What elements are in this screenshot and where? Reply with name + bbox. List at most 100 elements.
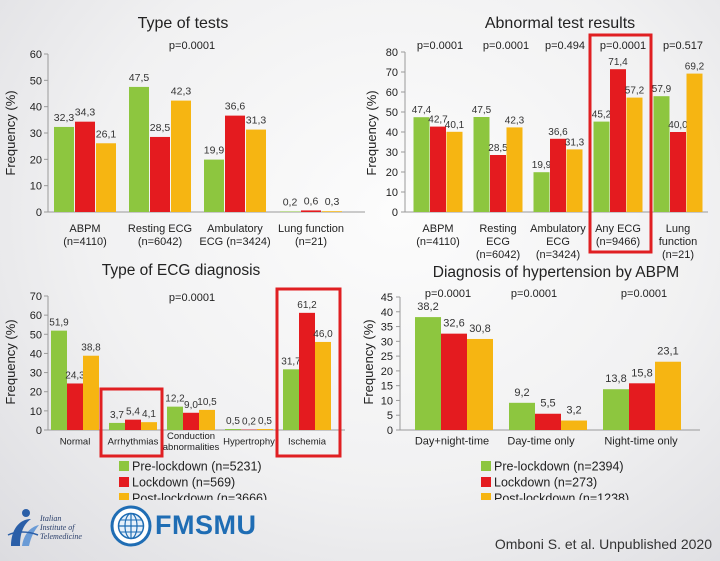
highlight-box [588,33,653,254]
y-tick-label: 20 [30,154,42,166]
category-label: Ischemia [288,437,327,448]
bar-value-label: 38,2 [417,301,438,313]
bar-value-label: 32,6 [443,318,464,330]
bar [653,96,670,212]
bar [430,126,446,212]
y-tick-label: 40 [30,348,42,360]
category-label: ABPM (n=4110) [63,223,107,248]
bar [490,155,506,212]
category-label-line: Day-time only [507,436,575,448]
bar-value-label: 46,0 [313,329,333,340]
y-tick-label: 40 [30,102,42,114]
category-label-line: ECG (n=3424) [199,236,270,248]
bar-value-label: 69,2 [685,62,705,73]
category-label: Hypertrophy [223,437,275,448]
logo-left-text: Italian Institute of Telemedicine [40,514,82,541]
bar-value-label: 47,4 [412,105,432,116]
bar [280,211,300,212]
bar [561,420,587,430]
category-label-line: ABPM [422,223,453,235]
bar [629,383,655,430]
bar [54,126,74,212]
category-label: Conduction abnormalities [163,431,220,453]
bar-value-label: 0,6 [304,195,319,207]
bar [150,136,170,212]
fmsmu-emblem-icon [110,505,152,547]
y-tick-label: 20 [381,366,393,378]
bar-value-label: 31,7 [281,356,301,367]
legend-label: Pre-lockdown (n=5231) [132,460,262,474]
category-label-line: (n=4110) [416,236,460,248]
category-label: Ambulatory ECG (n=3424) [530,223,586,261]
category-label-line: (n=21) [295,236,327,248]
category-label: ABPM (n=4110) [416,223,460,248]
chart-title: Type of tests [138,15,229,32]
bar-value-label: 0,3 [325,196,340,208]
bar [415,317,441,430]
bar [109,422,125,430]
y-axis-label: Frequency (%) [3,319,18,404]
y-tick-label: 30 [386,147,398,159]
logo-text-line: Telemedicine [40,532,82,541]
bar [670,132,686,212]
bar [225,115,245,212]
category-label: Resting ECG (n=6042) [476,223,520,261]
y-tick-label: 60 [30,310,42,322]
p-value-label: p=0.0001 [169,292,215,304]
bar [322,211,342,212]
highlight-box [99,387,164,458]
logo-text-line: Italian [40,514,62,523]
p-value-label: p=0.494 [545,40,585,52]
bar-value-label: 42,3 [505,115,525,126]
bar [246,129,266,212]
bar [413,117,430,212]
p-value-label: p=0.517 [663,40,703,52]
bar-value-label: 3,7 [110,410,124,421]
bar [96,143,116,212]
legend-swatch [119,461,129,471]
category-label-line: Resting [479,223,516,235]
category-label-line: Normal [60,437,91,448]
y-tick-label: 30 [381,336,393,348]
italian-institute-telemedicine-logo: Italian Institute of Telemedicine [6,505,106,551]
fmsmu-wordmark: FMSMU [155,510,257,540]
bar-value-label: 38,8 [81,343,101,354]
bar [283,369,299,430]
bar-value-label: 28,5 [150,122,171,134]
y-tick-label: 0 [36,207,42,219]
slide-charts: Type of tests p=0.0001 0 10 20 30 40 50 60 Freque… [3,15,708,500]
y-tick-label: 40 [386,127,398,139]
bar [171,100,191,212]
bar-value-label: 51,9 [49,318,69,329]
legend: Pre-lockdown (n=5231) Lockdown (n=569) Pos… [119,460,267,500]
bar-value-label: 15,8 [631,367,652,379]
category-label-line: Lung [666,223,690,235]
category-label-line: (n=21) [662,249,694,261]
bar [301,210,321,212]
chart-title: Abnormal test results [485,15,635,32]
category-label: Day-time only [507,436,575,448]
bar-value-label: 57,9 [652,84,672,95]
y-tick-label: 30 [30,128,42,140]
category-label: Arrhythmias [108,437,159,448]
category-label-line: Resting ECG [128,223,192,235]
legend-swatch [119,477,129,487]
y-tick-label: 50 [386,107,398,119]
category-label-line: Any ECG [595,223,641,235]
bar-value-label: 5,5 [540,398,555,410]
category-label: Lung function (n=21) [278,223,344,248]
category-label-line: ECG [486,236,510,248]
bar-value-label: 28,5 [488,143,508,154]
bar [199,409,215,430]
bar-value-label: 5,4 [126,407,140,418]
bar [467,338,493,430]
y-tick-label: 10 [381,395,393,407]
bar [183,412,199,430]
category-label-line: Ambulatory [530,223,586,235]
bar [506,127,523,212]
bar-value-label: 36,6 [548,127,568,138]
bar [655,361,681,430]
category-label-line: Lung function [278,223,344,235]
y-tick-label: 60 [386,87,398,99]
y-tick-label: 0 [36,425,42,437]
